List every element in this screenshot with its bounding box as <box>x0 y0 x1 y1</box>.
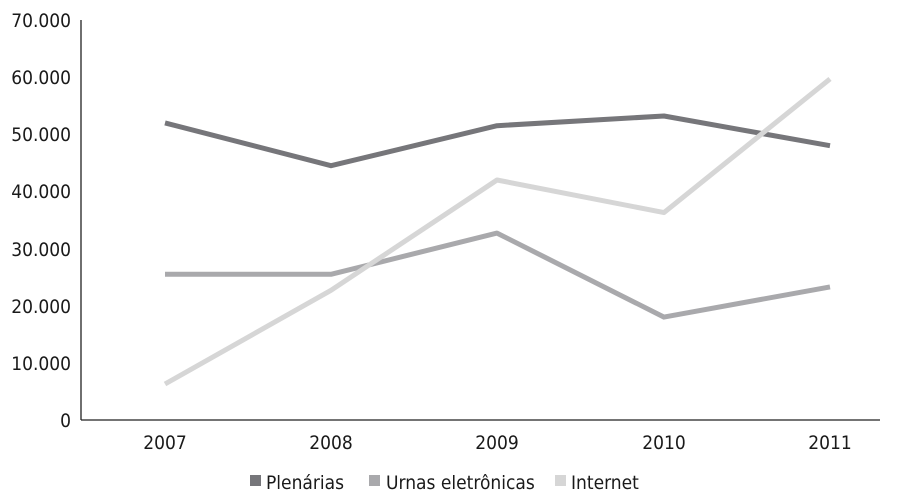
legend: Plenárias Urnas eletrônicas Internet <box>250 472 639 494</box>
y-tick-label: 10.000 <box>11 353 71 375</box>
x-tick-label: 2008 <box>309 432 353 454</box>
y-tick-label: 30.000 <box>11 239 71 261</box>
y-tick-label: 0 <box>60 410 71 432</box>
legend-label-urnas-eletronicas: Urnas eletrônicas <box>386 472 535 494</box>
x-axis-ticks: 2007 2008 2009 2010 2011 <box>143 432 852 454</box>
x-tick-label: 2007 <box>143 432 187 454</box>
series-line-plenarias <box>164 113 831 169</box>
x-tick-label: 2010 <box>642 432 686 454</box>
y-tick-label: 70.000 <box>11 10 71 32</box>
series-line-internet <box>163 76 832 387</box>
y-tick-label: 50.000 <box>11 124 71 146</box>
y-tick-label: 60.000 <box>11 67 71 89</box>
axes <box>80 20 880 421</box>
legend-label-internet: Internet <box>571 472 639 494</box>
legend-swatch-plenarias <box>250 475 261 486</box>
y-axis-ticks: 0 10.000 20.000 30.000 40.000 50.000 60.… <box>11 10 71 432</box>
y-tick-label: 20.000 <box>11 296 71 318</box>
y-tick-label: 40.000 <box>11 181 71 203</box>
x-tick-label: 2011 <box>808 432 852 454</box>
legend-swatch-internet <box>555 475 566 486</box>
series-line-urnas-eletronicas <box>165 230 831 320</box>
series-lines <box>163 76 832 387</box>
legend-swatch-urnas-eletronicas <box>369 475 380 486</box>
legend-label-plenarias: Plenárias <box>266 472 344 494</box>
x-tick-label: 2009 <box>475 432 519 454</box>
